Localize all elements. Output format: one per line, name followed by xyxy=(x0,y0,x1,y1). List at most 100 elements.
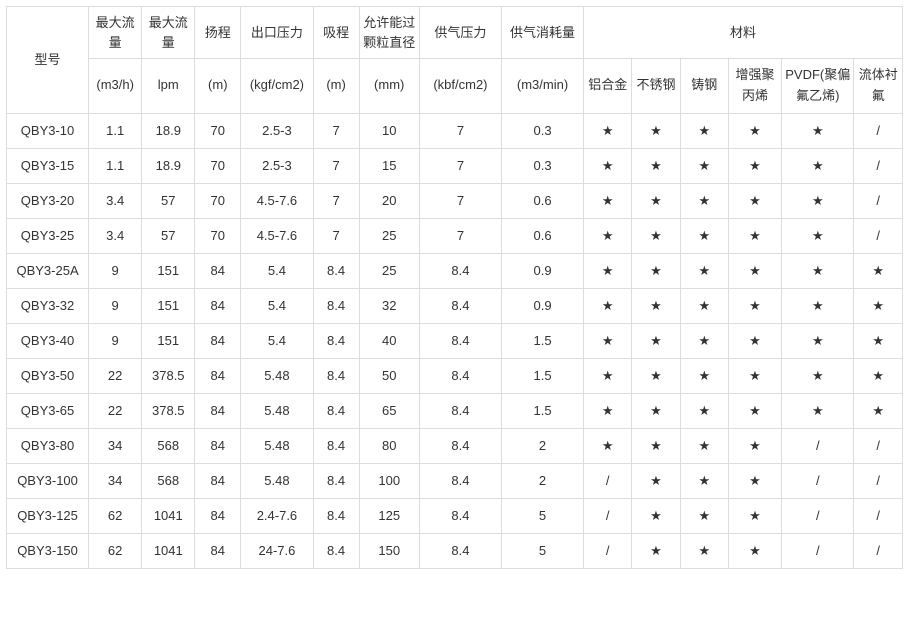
cell-material: / xyxy=(782,463,854,498)
cell-value: 7 xyxy=(419,218,501,253)
cell-material: ★ xyxy=(680,148,728,183)
cell-value: 1.1 xyxy=(89,148,142,183)
cell-value: 1.1 xyxy=(89,113,142,148)
table-row: QBY3-101.118.9702.5-371070.3★★★★★/ xyxy=(7,113,903,148)
cell-material: ★ xyxy=(680,463,728,498)
cell-material: ★ xyxy=(854,323,903,358)
cell-value: 22 xyxy=(89,358,142,393)
cell-model: QBY3-40 xyxy=(7,323,89,358)
unit-head: (m) xyxy=(195,59,241,114)
cell-material: ★ xyxy=(782,393,854,428)
cell-material: ★ xyxy=(782,183,854,218)
cell-material: ★ xyxy=(584,218,632,253)
cell-value: 62 xyxy=(89,498,142,533)
cell-value: 34 xyxy=(89,428,142,463)
cell-material: ★ xyxy=(728,428,781,463)
spec-table: 型号 最大流量 最大流量 扬程 出口压力 吸程 允许能过颗粒直径 供气压力 供气… xyxy=(6,6,903,569)
cell-material: ★ xyxy=(782,288,854,323)
cell-value: 34 xyxy=(89,463,142,498)
cell-value: 8.4 xyxy=(313,393,359,428)
cell-value: 57 xyxy=(142,183,195,218)
cell-material: ★ xyxy=(680,113,728,148)
mat-fluoro: 流体衬氟 xyxy=(854,59,903,114)
cell-value: 568 xyxy=(142,428,195,463)
cell-value: 84 xyxy=(195,533,241,568)
cell-material: ★ xyxy=(854,393,903,428)
table-row: QBY3-125621041842.4-7.68.41258.45/★★★// xyxy=(7,498,903,533)
cell-model: QBY3-25A xyxy=(7,253,89,288)
cell-value: 0.3 xyxy=(501,148,583,183)
cell-material: ★ xyxy=(854,358,903,393)
unit-maxflow2: lpm xyxy=(142,59,195,114)
cell-value: 151 xyxy=(142,253,195,288)
cell-value: 7 xyxy=(419,113,501,148)
cell-model: QBY3-10 xyxy=(7,113,89,148)
unit-air-pressure: (kbf/cm2) xyxy=(419,59,501,114)
cell-value: 1.5 xyxy=(501,393,583,428)
cell-model: QBY3-150 xyxy=(7,533,89,568)
cell-material: ★ xyxy=(632,253,680,288)
cell-material: ★ xyxy=(632,358,680,393)
cell-value: 10 xyxy=(359,113,419,148)
cell-value: 1041 xyxy=(142,533,195,568)
cell-material: / xyxy=(782,533,854,568)
table-row: QBY3-151.118.9702.5-371570.3★★★★★/ xyxy=(7,148,903,183)
cell-model: QBY3-20 xyxy=(7,183,89,218)
table-row: QBY3-8034568845.488.4808.42★★★★// xyxy=(7,428,903,463)
cell-value: 100 xyxy=(359,463,419,498)
col-particle-dia: 允许能过颗粒直径 xyxy=(359,7,419,59)
cell-value: 8.4 xyxy=(419,358,501,393)
cell-material: ★ xyxy=(584,393,632,428)
cell-value: 7 xyxy=(313,113,359,148)
cell-material: / xyxy=(584,533,632,568)
cell-material: ★ xyxy=(782,358,854,393)
cell-material: ★ xyxy=(854,288,903,323)
cell-material: ★ xyxy=(632,428,680,463)
cell-value: 0.9 xyxy=(501,253,583,288)
cell-value: 4.5-7.6 xyxy=(241,218,313,253)
cell-value: 40 xyxy=(359,323,419,358)
cell-material: / xyxy=(584,463,632,498)
cell-value: 8.4 xyxy=(419,428,501,463)
cell-material: ★ xyxy=(854,253,903,288)
cell-value: 8.4 xyxy=(313,498,359,533)
table-row: QBY3-329151845.48.4328.40.9★★★★★★ xyxy=(7,288,903,323)
unit-outlet-pressure: (kgf/cm2) xyxy=(241,59,313,114)
cell-material: ★ xyxy=(782,218,854,253)
table-row: QBY3-1506210418424-7.68.41508.45/★★★// xyxy=(7,533,903,568)
cell-value: 8.4 xyxy=(313,323,359,358)
cell-value: 84 xyxy=(195,253,241,288)
table-row: QBY3-203.457704.5-7.672070.6★★★★★/ xyxy=(7,183,903,218)
cell-material: ★ xyxy=(782,253,854,288)
cell-value: 0.3 xyxy=(501,113,583,148)
mat-reinforced-pp: 增强聚丙烯 xyxy=(728,59,781,114)
cell-value: 80 xyxy=(359,428,419,463)
cell-value: 1.5 xyxy=(501,358,583,393)
cell-value: 9 xyxy=(89,288,142,323)
cell-value: 8.4 xyxy=(419,533,501,568)
cell-value: 378.5 xyxy=(142,358,195,393)
cell-value: 8.4 xyxy=(419,498,501,533)
cell-material: ★ xyxy=(584,428,632,463)
cell-model: QBY3-125 xyxy=(7,498,89,533)
cell-value: 62 xyxy=(89,533,142,568)
cell-material: ★ xyxy=(632,533,680,568)
col-air-pressure: 供气压力 xyxy=(419,7,501,59)
cell-material: / xyxy=(854,218,903,253)
cell-material: ★ xyxy=(680,533,728,568)
cell-value: 0.6 xyxy=(501,218,583,253)
cell-value: 5.48 xyxy=(241,393,313,428)
table-row: QBY3-5022378.5845.488.4508.41.5★★★★★★ xyxy=(7,358,903,393)
cell-value: 18.9 xyxy=(142,113,195,148)
cell-material: ★ xyxy=(782,323,854,358)
table-row: QBY3-25A9151845.48.4258.40.9★★★★★★ xyxy=(7,253,903,288)
cell-value: 20 xyxy=(359,183,419,218)
cell-value: 8.4 xyxy=(419,463,501,498)
cell-value: 2 xyxy=(501,428,583,463)
cell-value: 25 xyxy=(359,253,419,288)
col-head: 扬程 xyxy=(195,7,241,59)
col-outlet-pressure: 出口压力 xyxy=(241,7,313,59)
cell-value: 8.4 xyxy=(313,463,359,498)
cell-value: 70 xyxy=(195,183,241,218)
cell-material: / xyxy=(782,498,854,533)
